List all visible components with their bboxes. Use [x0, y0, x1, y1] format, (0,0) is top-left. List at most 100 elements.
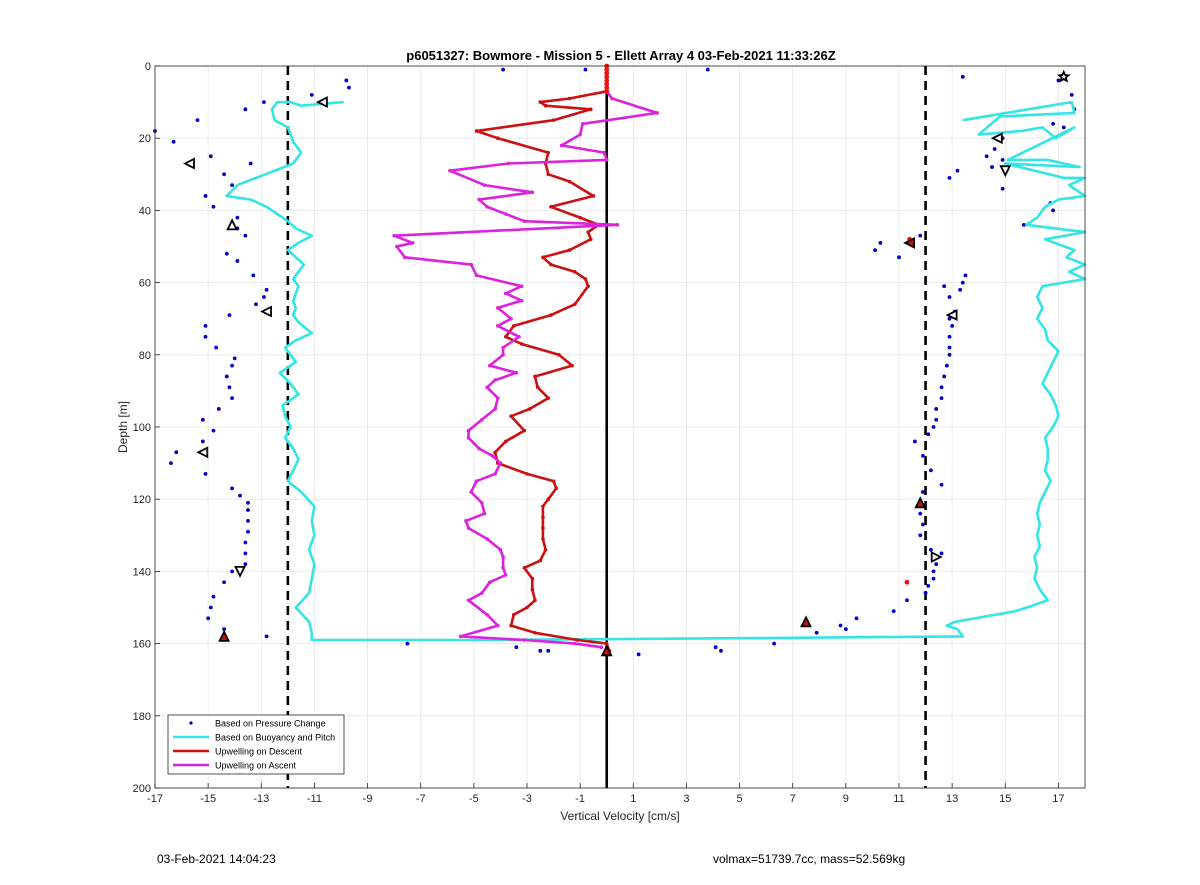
series-point	[501, 353, 505, 357]
red-dot	[604, 74, 610, 80]
pressure-point	[262, 100, 266, 104]
x-tick-label: -9	[363, 793, 373, 805]
x-tick-label: 9	[843, 793, 849, 805]
series-point	[546, 150, 551, 155]
y-tick-label: 160	[133, 639, 151, 651]
pressure-point	[264, 287, 269, 292]
y-tick-label: 20	[139, 133, 151, 145]
pressure-point	[713, 645, 718, 650]
legend-label-ascent: Upwelling on Ascent	[215, 761, 297, 771]
pressure-point	[514, 645, 519, 650]
series-point	[541, 255, 545, 260]
pressure-point	[918, 233, 923, 238]
pressure-point	[928, 468, 933, 473]
series-point	[610, 96, 614, 101]
pressure-point	[230, 183, 234, 188]
pressure-point	[944, 363, 949, 368]
pressure-point	[984, 154, 989, 159]
series-point	[655, 111, 659, 115]
pressure-point	[1061, 125, 1066, 130]
pressure-point	[921, 490, 925, 494]
series-point	[557, 353, 561, 357]
pressure-point	[214, 345, 219, 350]
series-point	[466, 526, 471, 530]
series-point	[530, 190, 535, 195]
x-tick-label: -11	[307, 793, 322, 805]
series-point	[485, 385, 489, 390]
pressure-point	[950, 324, 955, 328]
series-point	[570, 363, 574, 368]
series-point	[615, 223, 620, 227]
x-tick-label: -7	[416, 793, 426, 805]
pressure-point	[227, 385, 232, 390]
series-point	[551, 479, 556, 483]
marker-triangle-up	[914, 496, 927, 509]
series-point	[514, 371, 519, 375]
pressure-point	[222, 172, 226, 177]
marker-triangle-left	[196, 446, 209, 459]
series-point	[581, 121, 585, 126]
x-tick-label: 1	[630, 793, 636, 805]
pressure-point	[538, 648, 543, 653]
pressure-point	[347, 85, 351, 90]
pressure-point	[1021, 222, 1026, 227]
series-point	[480, 417, 484, 422]
series-point	[469, 490, 474, 494]
series-point	[509, 623, 513, 628]
red-dot	[604, 85, 610, 91]
series-point	[474, 129, 479, 133]
series-point	[511, 612, 516, 617]
series-point	[533, 374, 537, 379]
series-point	[493, 378, 497, 382]
pressure-point	[203, 324, 208, 328]
series-point	[458, 634, 463, 639]
series-point	[588, 237, 593, 242]
pressure-point	[947, 316, 952, 321]
x-tick-label: 13	[946, 793, 958, 805]
series-point	[395, 244, 399, 249]
series-point	[477, 197, 481, 202]
pressure-point	[546, 648, 551, 653]
series-point	[522, 638, 527, 642]
series-point	[464, 519, 468, 523]
pressure-point	[955, 168, 960, 173]
x-tick-label: -15	[200, 793, 216, 805]
pressure-point	[921, 453, 925, 458]
y-tick-label: 100	[133, 422, 151, 434]
pressure-point	[942, 284, 947, 289]
pressure-point	[934, 417, 939, 422]
series-based-on-buoyancy-and-pitch	[225, 100, 1087, 642]
y-tick-label: 0	[145, 61, 151, 73]
pressure-point	[878, 240, 883, 245]
red-dot	[604, 67, 610, 73]
pressure-point	[926, 583, 931, 588]
series-point	[488, 363, 492, 368]
pressure-point	[939, 385, 944, 390]
series-point	[490, 454, 495, 458]
series-point	[546, 497, 551, 502]
series-point	[543, 547, 548, 552]
pressure-point	[251, 273, 256, 278]
series-point	[509, 414, 513, 418]
pressure-point	[230, 486, 234, 491]
x-tick-label: -13	[253, 793, 269, 805]
series-point	[501, 555, 505, 559]
red-dot	[904, 579, 910, 585]
pressure-point	[216, 407, 221, 411]
series-point	[495, 396, 500, 400]
series-point	[469, 262, 474, 267]
pressure-point	[960, 74, 965, 79]
series-point	[448, 168, 452, 173]
x-axis-label: Vertical Velocity [cm/s]	[560, 809, 679, 823]
series-point	[392, 233, 396, 238]
pressure-point	[248, 161, 253, 166]
pressure-point	[928, 547, 933, 552]
footer-timestamp: 03-Feb-2021 14:04:23	[157, 852, 276, 866]
series-point	[586, 284, 590, 289]
y-tick-label: 200	[133, 783, 151, 795]
series-point	[522, 565, 527, 570]
x-tick-label: 11	[893, 793, 904, 805]
x-tick-label: -1	[575, 793, 585, 805]
pressure-point	[854, 616, 859, 621]
